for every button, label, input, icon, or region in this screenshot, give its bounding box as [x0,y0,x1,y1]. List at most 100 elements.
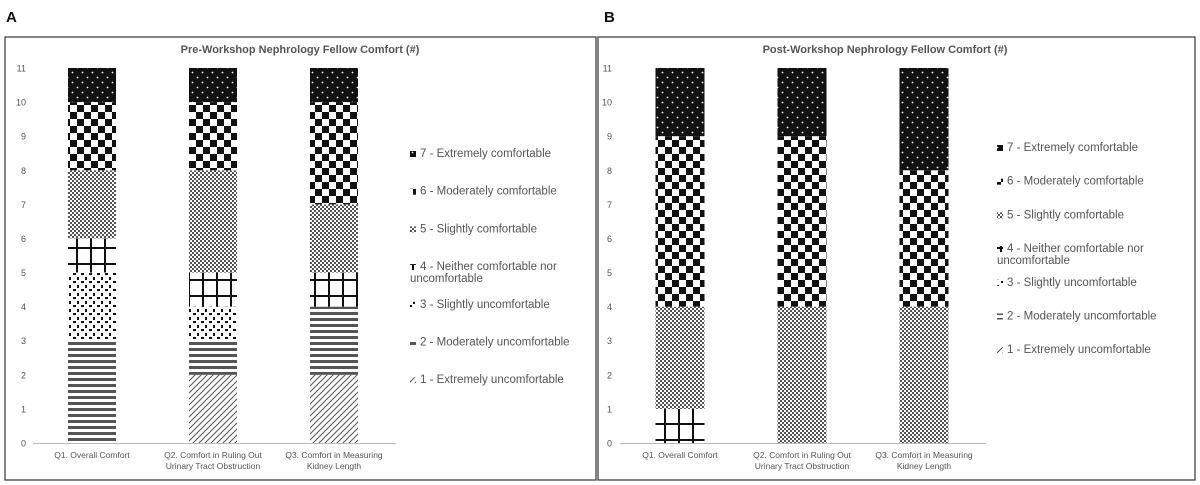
panel-a-legend-item: 5 - Slightly comfortable [410,223,537,235]
panel-b-legend-item: 3 - Slightly uncomfortable [997,277,1137,289]
legend-label: 5 - Slightly comfortable [420,223,537,235]
panel-b-category-label: Q1. Overall Comfort [642,450,718,460]
panel-b-letter: B [604,9,615,26]
legend-swatch [997,212,1003,219]
panel-a-bar-q1-2-moderately-uncomfortable [68,340,116,443]
legend-swatch [410,377,416,384]
legend-label: 5 - Slightly comfortable [1007,209,1124,221]
legend-swatch [997,347,1003,354]
panel-b-ytick-label: 9 [607,132,612,142]
panel-a-letter: A [6,9,17,26]
legend-label: 3 - Slightly uncomfortable [1007,277,1137,289]
legend-label: 4 - Neither comfortable nor uncomfortable [410,261,557,285]
panel-a-legend-item: 1 - Extremely uncomfortable [410,374,564,386]
panel-b-category-label: Q3. Comfort in Measuring Kidney Length [875,450,973,471]
panel-b-legend-item: 4 - Neither comfortable nor uncomfortable [997,243,1144,267]
panel-a-category-label: Q2. Comfort in Ruling Out Urinary Tract O… [164,450,262,471]
panel-b: B Post-Workshop Nephrology Fellow Comfor… [597,9,1196,481]
panel-a-frame [4,36,597,481]
panel-b-legend-item: 5 - Slightly comfortable [997,209,1124,221]
panel-b-title: Post-Workshop Nephrology Fellow Comfort … [763,44,1008,56]
legend-label: 7 - Extremely comfortable [420,148,551,160]
panel-a-bar-q1-6-moderately-comfortable [68,102,116,171]
panel-b-ytick-label: 1 [607,404,612,414]
panel-a-ytick-label: 10 [16,98,26,108]
legend-swatch [997,246,1003,253]
legend-label: 2 - Moderately uncomfortable [420,337,570,349]
panel-a-bar-q3-4-neither-comfortable-nor-uncomfortable [310,272,358,307]
panel-a-ytick-label: 7 [21,200,26,210]
legend-swatch [410,151,416,157]
panel-b-ytick-label: 4 [607,302,612,312]
legend-swatch [410,301,416,308]
panel-a-bar-q2-7-extremely-comfortable [189,68,237,103]
legend-swatch [997,178,1003,185]
legend-swatch [410,188,416,195]
panel-a-category-label: Q1. Overall Comfort [54,450,130,460]
panel-a-bar-q3-1-extremely-uncomfortable [310,374,358,443]
panel-a-category-label: Q3. Comfort in Measuring Kidney Length [285,450,383,471]
panel-b-legend-item: 1 - Extremely uncomfortable [997,344,1151,356]
panel-a-ytick-label: 5 [21,268,26,278]
panel-b-bar-q1-4-neither-comfortable-nor-uncomfortable [655,408,705,443]
panel-b-bar-q1-5-slightly-comfortable [655,306,705,409]
panel-b-category-label: Q2. Comfort in Ruling Out Urinary Tract O… [753,450,851,471]
panel-b-plot: 0 1 2 3 4 5 6 7 8 9 10 11 Q1. Overall Comfort Q2. Com… [602,64,1157,472]
panel-a-bar-q3-7-extremely-comfortable [310,68,358,103]
legend-swatch [410,264,416,271]
panel-b-ytick-label: 5 [607,268,612,278]
panel-a-bar-q1-5-slightly-comfortable [68,170,116,239]
panel-a-bar-q2-5-slightly-comfortable [189,170,237,273]
panel-a-bar-q2-1-extremely-uncomfortable [189,374,237,443]
legend-swatch [410,226,416,233]
panel-b-bar-q3-7-extremely-comfortable [899,68,949,171]
panel-a-legend-item: 2 - Moderately uncomfortable [410,337,570,349]
panel-b-ytick-label: 3 [607,336,612,346]
panel-a-title: Pre-Workshop Nephrology Fellow Comfort (… [181,44,420,56]
panel-a-bar-q2-6-moderately-comfortable [189,102,237,171]
legend-label: 3 - Slightly uncomfortable [420,299,550,311]
panel-b-ytick-label: 6 [607,234,612,244]
panel-a-legend-item: 6 - Moderately comfortable [410,186,557,198]
panel-b-legend-item: 6 - Moderately comfortable [997,176,1144,188]
panel-a-bar-q1-7-extremely-comfortable [68,68,116,103]
panel-a-ytick-label: 0 [21,439,26,449]
legend-label: 1 - Extremely uncomfortable [1007,344,1151,356]
panel-a-ytick-label: 11 [17,64,26,74]
legend-label: 2 - Moderately uncomfortable [1007,311,1157,323]
panel-a-bar-q1-4-neither-comfortable-nor-uncomfortable [68,238,116,273]
legend-swatch [997,313,1003,320]
panel-b-frame [597,36,1196,481]
panel-a-ytick-label: 8 [21,166,26,176]
panel-b-bar-q2-5-slightly-comfortable [777,306,827,443]
legend-swatch [410,339,416,346]
panel-a-ytick-label: 1 [21,404,26,414]
panel-a-ytick-label: 2 [21,370,26,380]
legend-label: 6 - Moderately comfortable [1007,176,1144,188]
panel-b-bar-q1-7-extremely-comfortable [655,68,705,137]
panel-b-ytick-label: 2 [607,370,612,380]
panel-a-bar-q2-3-slightly-uncomfortable [189,306,237,341]
panel-b-bar-q1-6-moderately-comfortable [655,136,705,307]
panel-a-bar-q2-2-moderately-uncomfortable [189,340,237,375]
panel-b-bar-q2-6-moderately-comfortable [777,136,827,307]
panel-a-bar-q3-5-slightly-comfortable [310,204,358,273]
panel-a-bar-q1-3-slightly-uncomfortable [68,272,116,341]
panel-b-legend-item: 7 - Extremely comfortable [997,142,1138,154]
panel-a-legend-item: 3 - Slightly uncomfortable [410,299,550,311]
legend-label: 1 - Extremely uncomfortable [420,374,564,386]
panel-a-ytick-label: 4 [21,302,26,312]
panel-b-ytick-label: 8 [607,166,612,176]
legend-swatch [997,279,1003,286]
legend-label: 7 - Extremely comfortable [1007,142,1138,154]
panel-a: A Pre-Workshop Nephrology Fellow Comfort… [4,9,597,481]
panel-b-ytick-label: 10 [602,98,612,108]
panel-a-bar-q3-6-moderately-comfortable [310,102,358,205]
panel-a-bar-q2-4-neither-comfortable-nor-uncomfortable [189,272,237,307]
panel-b-legend-item: 2 - Moderately uncomfortable [997,311,1157,323]
panel-a-bar-q3-2-moderately-uncomfortable [310,306,358,375]
legend-swatch [997,145,1003,151]
panel-a-plot: 0 1 2 3 4 5 6 7 8 9 10 11 Q1. Overall Comfort Q2. Com… [16,64,570,472]
legend-label: 4 - Neither comfortable nor uncomfortable [997,243,1144,267]
